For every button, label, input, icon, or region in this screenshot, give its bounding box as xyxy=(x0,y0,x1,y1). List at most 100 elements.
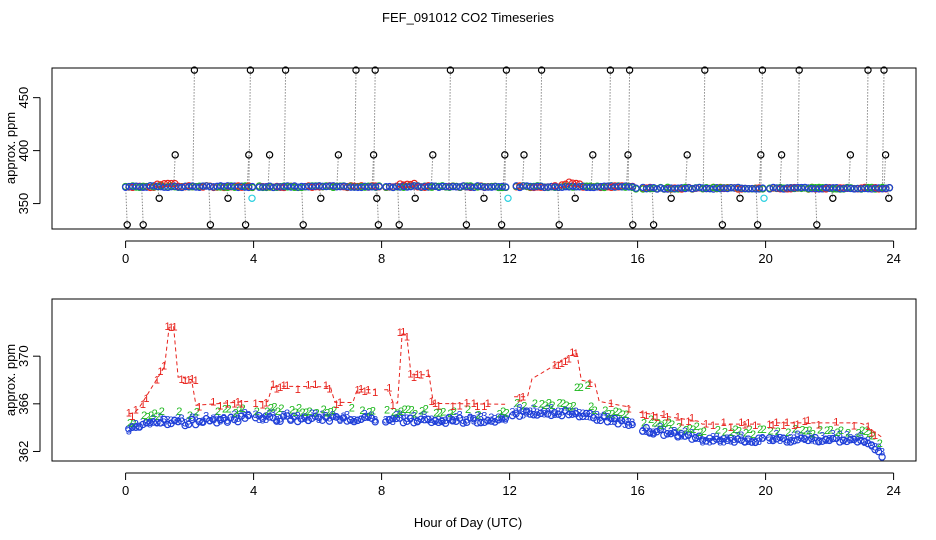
level-1-point: 1 xyxy=(231,398,237,410)
spike-connector xyxy=(267,154,271,187)
level-1-point: 1 xyxy=(721,417,727,429)
air-blue-point xyxy=(530,183,538,191)
raw-circle-point xyxy=(727,434,735,442)
level-2-point: 2 xyxy=(370,405,376,417)
level-3-point: 3 xyxy=(844,430,850,442)
spike-connector xyxy=(886,186,890,199)
level-2-point: 2 xyxy=(395,408,401,420)
level-1-point: 1 xyxy=(428,396,434,408)
raw-circle-point xyxy=(336,415,344,423)
level-3-point: 3 xyxy=(157,412,163,424)
spike-connector xyxy=(502,154,506,187)
level-2-point: 2 xyxy=(296,402,302,414)
air-blue-point xyxy=(526,182,535,191)
air-blue-point xyxy=(128,182,137,191)
spike-connector xyxy=(720,186,723,225)
level-2-point: 2 xyxy=(405,404,411,416)
air-blue-point xyxy=(410,182,418,190)
level-3-point: 3 xyxy=(284,408,290,420)
air-blue-point xyxy=(871,184,880,193)
level-2-point: 2 xyxy=(845,428,851,440)
spike-connector xyxy=(627,70,631,187)
raw-circle-point xyxy=(734,435,742,443)
air-blue-point xyxy=(350,183,359,191)
air-blue-point xyxy=(523,182,531,190)
air-blue-point xyxy=(590,183,598,192)
level-1-point: 1 xyxy=(425,368,431,380)
raw-circle-point xyxy=(857,436,865,445)
raw-circle-point xyxy=(610,414,619,423)
calibration-spike-point xyxy=(629,221,637,229)
air-blue-point xyxy=(368,183,376,191)
raw-circle-point xyxy=(494,416,503,424)
level-3-point: 3 xyxy=(214,412,220,424)
air-blue-point xyxy=(653,185,661,193)
level-3-point: 3 xyxy=(650,427,656,439)
raw-circle-point xyxy=(607,414,615,423)
level-3-point: 3 xyxy=(421,410,427,422)
calibration-spike-point xyxy=(480,194,488,202)
air-blue-point xyxy=(621,182,630,190)
air-blue-point xyxy=(561,182,570,191)
level-2-point: 2 xyxy=(613,406,619,418)
raw-circle-point xyxy=(716,436,724,444)
air-blue-point xyxy=(699,184,707,192)
top-data-layer xyxy=(121,66,894,229)
raw-circle-point xyxy=(128,423,137,431)
level-3-point: 3 xyxy=(594,409,600,421)
air-blue-point xyxy=(484,183,492,191)
air-blue-point xyxy=(206,182,214,191)
level-3-point: 3 xyxy=(259,414,265,426)
level-2-point: 2 xyxy=(827,425,833,437)
level-2-point: 2 xyxy=(616,407,622,419)
raw-circle-point xyxy=(642,423,650,432)
level-3-point: 3 xyxy=(516,403,522,415)
calibration-spike-point xyxy=(753,221,762,229)
level-2-point: 2 xyxy=(785,427,791,439)
raw-circle-point xyxy=(389,414,397,423)
level-3-point: 3 xyxy=(555,406,561,418)
top-x-tick-label: 8 xyxy=(378,251,385,266)
level-2-point: 2 xyxy=(275,406,281,418)
level-3-point: 3 xyxy=(418,411,424,423)
level-1-point: 1 xyxy=(238,398,244,410)
raw-circle-point xyxy=(163,420,172,429)
spike-connector xyxy=(630,186,634,225)
air-blue-point xyxy=(195,183,204,191)
level-3-point: 3 xyxy=(819,431,825,443)
level-3-point: 3 xyxy=(714,431,720,443)
air-blue-point xyxy=(364,183,373,191)
level-2-point: 2 xyxy=(743,428,749,440)
level-3-point: 3 xyxy=(773,429,779,441)
level-2-point: 2 xyxy=(824,425,830,437)
air-blue-point xyxy=(491,182,499,191)
raw-circle-point xyxy=(364,412,372,421)
raw-circle-point xyxy=(755,434,763,442)
level-2-point: 2 xyxy=(585,380,591,392)
spike-connector xyxy=(192,70,195,187)
level-1-point: 1 xyxy=(450,401,456,413)
calibration-spike-point xyxy=(171,151,179,159)
level-2-point: 2 xyxy=(465,404,471,416)
raw-circle-point xyxy=(223,418,232,426)
level-2-point: 2 xyxy=(701,426,707,438)
spike-connector xyxy=(376,186,379,225)
level-1-point: 1 xyxy=(678,416,684,428)
level-3-point: 3 xyxy=(626,416,632,428)
air-blue-point xyxy=(671,184,679,193)
level-2-point: 2 xyxy=(609,409,615,421)
raw-circle-point xyxy=(290,412,298,420)
level-2-point: 2 xyxy=(810,428,816,440)
level-2-point: 2 xyxy=(715,425,721,437)
air-blue-point xyxy=(537,182,545,190)
raw-circle-point xyxy=(797,434,805,442)
level-2-point: 2 xyxy=(592,405,598,417)
level-1-point: 1 xyxy=(386,382,392,394)
level-1-point: 1 xyxy=(252,398,258,410)
level-3-point: 3 xyxy=(347,414,353,426)
level-1-point: 1 xyxy=(362,386,368,398)
air-blue-point xyxy=(692,184,700,192)
air-blue-point xyxy=(695,183,704,192)
air-blue-point xyxy=(850,185,858,193)
level-3-point: 3 xyxy=(566,406,572,418)
